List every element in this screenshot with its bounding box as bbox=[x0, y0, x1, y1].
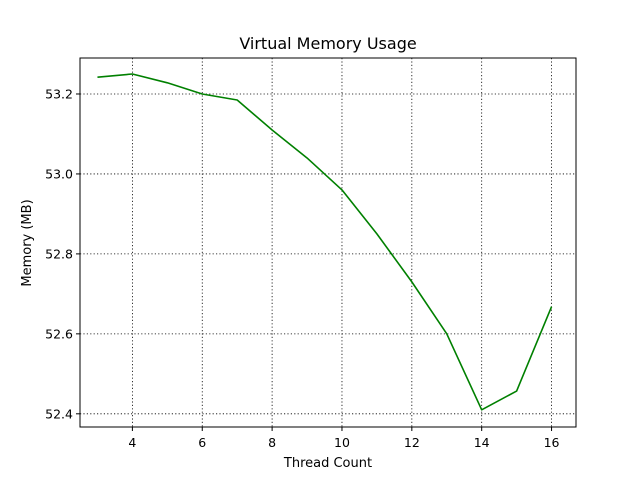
x-tick-label: 4 bbox=[128, 435, 136, 450]
y-tick-label: 52.6 bbox=[45, 326, 73, 341]
chart-title: Virtual Memory Usage bbox=[239, 34, 416, 53]
x-tick-label: 8 bbox=[268, 435, 276, 450]
x-axis: 4 6 8 10 12 14 16 bbox=[128, 427, 560, 450]
series-layer bbox=[97, 73, 553, 411]
x-tick-label: 14 bbox=[474, 435, 490, 450]
plot-frame bbox=[79, 57, 577, 428]
x-axis-label: Thread Count bbox=[283, 456, 372, 471]
y-axis: 52.4 52.6 52.8 53.0 53.2 bbox=[45, 86, 80, 421]
y-tick-label: 53.2 bbox=[45, 86, 73, 101]
grid bbox=[80, 58, 576, 427]
x-tick-label: 16 bbox=[544, 435, 560, 450]
x-tick-label: 12 bbox=[404, 435, 420, 450]
y-axis-label: Memory (MB) bbox=[20, 199, 35, 286]
y-tick-label: 52.8 bbox=[45, 246, 73, 261]
y-tick-label: 53.0 bbox=[45, 166, 73, 181]
x-tick-label: 10 bbox=[334, 435, 350, 450]
series-line bbox=[97, 73, 553, 411]
y-tick-label: 52.4 bbox=[45, 406, 73, 421]
x-tick-label: 6 bbox=[198, 435, 206, 450]
